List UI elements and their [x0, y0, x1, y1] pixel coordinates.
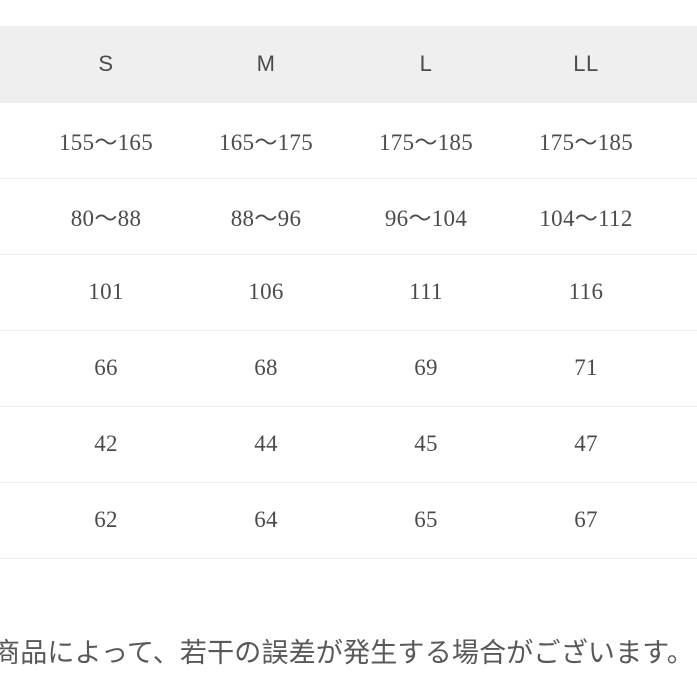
cell-value: 88～96	[186, 178, 346, 255]
size-chart-table: S M L LL 155～165 165～175 175～185 175～185…	[0, 26, 697, 559]
cell-value: 111	[346, 254, 506, 331]
table-body: 155～165 165～175 175～185 175～185 80～88 88…	[0, 102, 697, 559]
cell-value: 64	[186, 482, 346, 559]
cell-value: 47	[506, 406, 666, 483]
cell-value: 68	[186, 330, 346, 407]
row-spacer	[666, 482, 697, 559]
cell-value: 175～185	[346, 102, 506, 179]
cell-value: 67	[506, 482, 666, 559]
header-cell-spacer	[666, 26, 697, 103]
row-spacer	[666, 330, 697, 407]
row-label	[0, 330, 26, 407]
cell-value: 96～104	[346, 178, 506, 255]
measurement-disclaimer-note: 商品によって、若干の誤差が発生する場合がございます。	[0, 638, 694, 669]
cell-value: 44	[186, 406, 346, 483]
table-row: 80～88 88～96 96～104 104～112	[0, 178, 697, 255]
cell-value: 106	[186, 254, 346, 331]
cell-value: 155～165	[26, 102, 186, 179]
row-spacer	[666, 102, 697, 179]
cell-value: 42	[26, 406, 186, 483]
table-row: 66 68 69 71	[0, 330, 697, 407]
header-cell-size-l: L	[346, 26, 506, 103]
cell-value: 80～88	[26, 178, 186, 255]
cell-value: 101	[26, 254, 186, 331]
cell-value: 71	[506, 330, 666, 407]
row-label	[0, 102, 26, 179]
header-cell-size-m: M	[186, 26, 346, 103]
row-spacer	[666, 254, 697, 331]
header-cell-size-s: S	[26, 26, 186, 103]
header-row: S M L LL	[0, 26, 697, 103]
cell-value: 165～175	[186, 102, 346, 179]
header-cell-size-ll: LL	[506, 26, 666, 103]
cell-value: 66	[26, 330, 186, 407]
row-label	[0, 482, 26, 559]
cell-value: 175～185	[506, 102, 666, 179]
table-row: 42 44 45 47	[0, 406, 697, 483]
table-row: 155～165 165～175 175～185 175～185	[0, 102, 697, 179]
cell-value: 69	[346, 330, 506, 407]
cell-value: 65	[346, 482, 506, 559]
table-row: 62 64 65 67	[0, 482, 697, 559]
row-spacer	[666, 406, 697, 483]
cell-value: 104～112	[506, 178, 666, 255]
cell-value: 116	[506, 254, 666, 331]
row-label	[0, 254, 26, 331]
row-spacer	[666, 178, 697, 255]
header-cell-row-label	[0, 26, 26, 103]
row-label	[0, 178, 26, 255]
row-label	[0, 406, 26, 483]
table-row: 101 106 111 116	[0, 254, 697, 331]
cell-value: 62	[26, 482, 186, 559]
table-header: S M L LL	[0, 26, 697, 103]
cell-value: 45	[346, 406, 506, 483]
